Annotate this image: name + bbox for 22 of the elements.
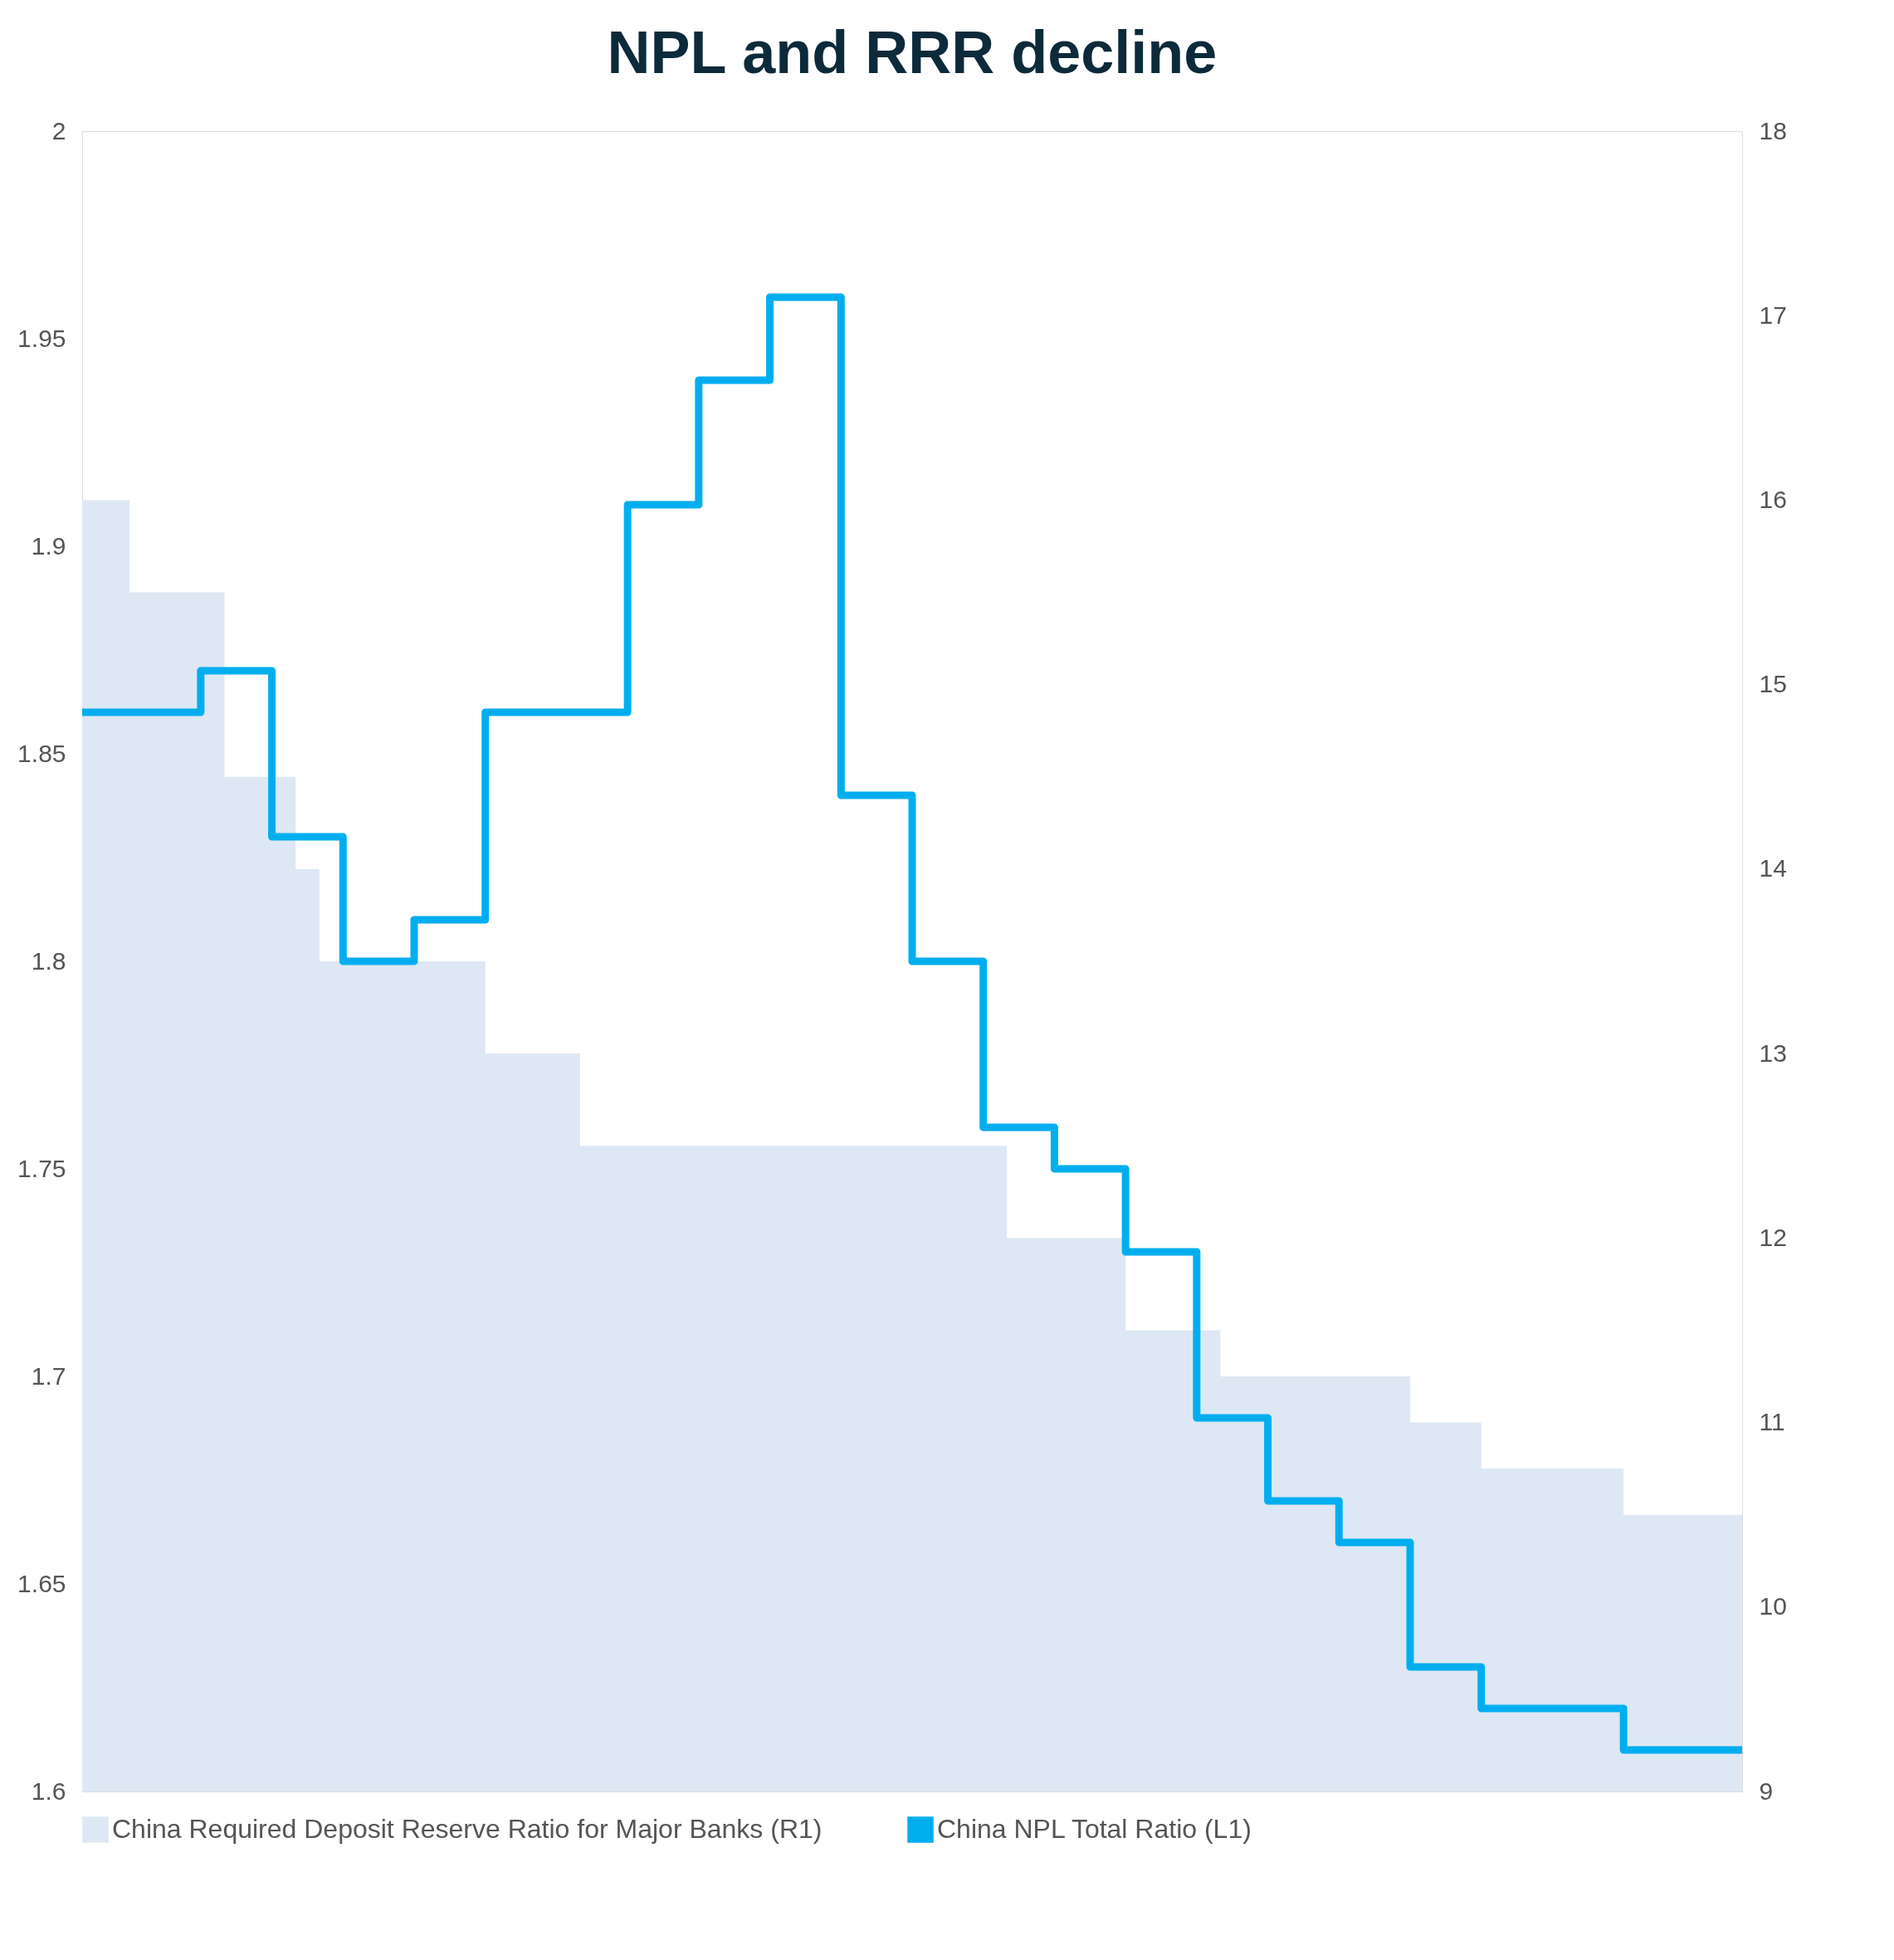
y-tick-label: 1.9 [31,531,66,560]
y2-tick-label: 10 [1759,1592,1787,1620]
y-tick-label: 1.6 [31,1777,66,1805]
y-tick-label: 1.85 [17,739,66,767]
y-tick-label: 1.95 [17,324,66,352]
y-tick-label: 1.75 [17,1154,66,1182]
legend-label: China NPL Total Ratio (L1) [937,1814,1252,1844]
y2-tick-label: 14 [1759,854,1787,882]
y2-tick-label: 17 [1759,301,1787,329]
y2-tick-label: 18 [1759,116,1787,144]
y2-tick-label: 12 [1759,1223,1787,1251]
y-tick-label: 1.65 [17,1569,66,1597]
y-tick-label: 2 [51,116,66,144]
y2-tick-label: 11 [1759,1408,1785,1436]
y-tick-label: 1.8 [31,946,66,975]
y2-tick-label: 16 [1759,485,1787,513]
chart-title: NPL and RRR decline [607,19,1218,86]
y2-tick-label: 13 [1759,1039,1787,1067]
y-tick-label: 1.7 [31,1361,66,1390]
y2-tick-label: 15 [1759,670,1787,698]
legend-label: China Required Deposit Reserve Ratio for Major Banks (R1) [112,1814,823,1844]
y2-tick-label: 9 [1759,1777,1774,1805]
